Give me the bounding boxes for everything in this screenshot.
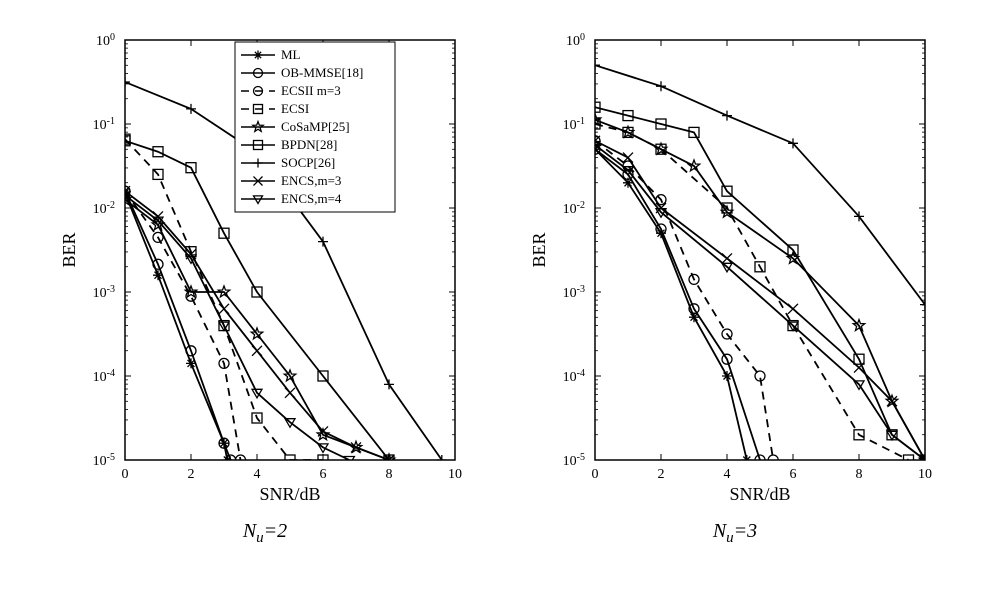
svg-text:6: 6	[790, 467, 797, 482]
svg-text:BPDN[28]: BPDN[28]	[281, 137, 337, 152]
svg-text:8: 8	[856, 467, 863, 482]
svg-text:0: 0	[592, 467, 599, 482]
svg-text:10: 10	[918, 467, 932, 482]
svg-text:2: 2	[658, 467, 665, 482]
svg-text:ENCS,m=3: ENCS,m=3	[281, 173, 341, 188]
svg-text:4: 4	[254, 467, 261, 482]
caption-val: =3	[734, 520, 758, 542]
left-caption: Nu=2	[243, 520, 287, 547]
svg-text:BER: BER	[529, 232, 549, 267]
caption-sub: u	[726, 530, 734, 546]
left-plot: 0 2 4 6 8 10 10-5 10-4 10-3 10-2 10-1 100 SNR/dB BER M…	[55, 20, 475, 500]
svg-text:10-4: 10-4	[563, 368, 585, 386]
svg-text:10-1: 10-1	[93, 116, 115, 134]
svg-text:10-5: 10-5	[563, 452, 585, 470]
svg-text:4: 4	[724, 467, 731, 482]
svg-text:SNR/dB: SNR/dB	[729, 484, 790, 500]
svg-text:10-1: 10-1	[563, 116, 585, 134]
caption-val: =2	[264, 520, 288, 542]
svg-text:ECSI: ECSI	[281, 101, 309, 116]
svg-text:10-3: 10-3	[563, 284, 585, 302]
svg-text:ECSII m=3: ECSII m=3	[281, 83, 341, 98]
svg-text:10-5: 10-5	[93, 452, 115, 470]
svg-text:2: 2	[188, 467, 195, 482]
svg-text:ENCS,m=4: ENCS,m=4	[281, 191, 342, 206]
left-panel: 0 2 4 6 8 10 10-5 10-4 10-3 10-2 10-1 100 SNR/dB BER M…	[55, 20, 475, 547]
svg-text:100: 100	[96, 32, 115, 50]
svg-text:10: 10	[448, 467, 462, 482]
caption-sub: u	[256, 530, 264, 546]
svg-text:OB-MMSE[18]: OB-MMSE[18]	[281, 65, 363, 80]
svg-text:SOCP[26]: SOCP[26]	[281, 155, 335, 170]
svg-text:100: 100	[566, 32, 585, 50]
svg-text:BER: BER	[59, 232, 79, 267]
svg-text:6: 6	[320, 467, 327, 482]
svg-text:10-3: 10-3	[93, 284, 115, 302]
svg-text:ML: ML	[281, 47, 301, 62]
caption-prefix: N	[713, 520, 726, 542]
right-panel: 024681010-510-410-310-210-1100SNR/dBBER …	[525, 20, 945, 547]
svg-text:10-2: 10-2	[563, 200, 585, 218]
svg-text:8: 8	[386, 467, 393, 482]
svg-text:SNR/dB: SNR/dB	[259, 484, 320, 500]
right-caption: Nu=3	[713, 520, 757, 547]
svg-text:CoSaMP[25]: CoSaMP[25]	[281, 119, 350, 134]
svg-text:10-4: 10-4	[93, 368, 115, 386]
caption-prefix: N	[243, 520, 256, 542]
svg-text:10-2: 10-2	[93, 200, 115, 218]
figure-container: 024681010-510-410-310-210-1100SNR/dBBERM…	[20, 20, 980, 547]
right-plot: 0 2 4 6 8 10 10-5 10-4 10-3 10-2 10-1 100 SNR/dB BER	[525, 20, 945, 500]
svg-text:0: 0	[122, 467, 129, 482]
